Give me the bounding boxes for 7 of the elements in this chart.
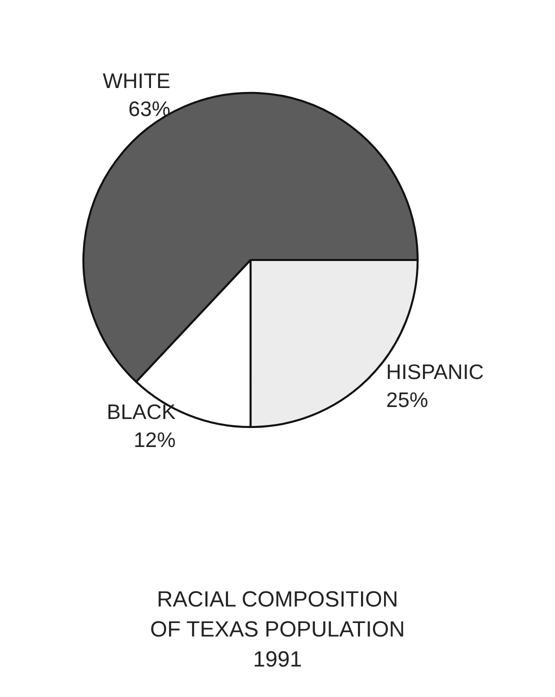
text: RACIAL COMPOSITION OF TEXAS POPULATION 1991 [150,586,405,672]
data-label: 12% [134,428,176,452]
slice-label: WHITE [102,70,170,94]
data-label: 63% [128,98,170,122]
data-label: 25% [386,389,428,412]
slice-label: HISPANIC [386,361,484,384]
slice-label: BLACK [106,400,176,424]
